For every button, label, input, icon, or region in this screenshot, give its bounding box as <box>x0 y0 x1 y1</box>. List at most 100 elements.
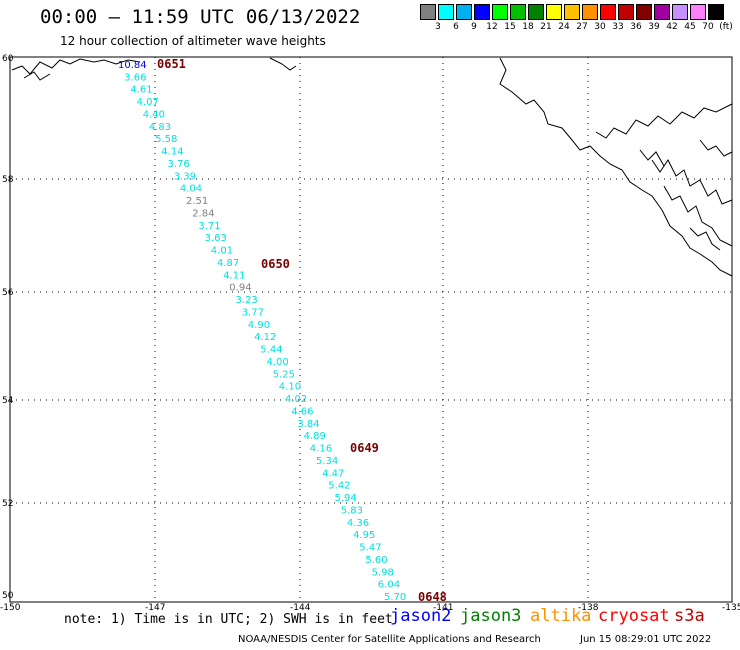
wave-height-label: 2.51 <box>186 196 208 207</box>
wave-height-label: 4.00 <box>267 357 289 368</box>
color-scale-swatch <box>654 4 670 20</box>
wave-height-label: 4.83 <box>149 122 171 133</box>
pass-time-label: 0651 <box>157 57 186 71</box>
color-scale-swatch <box>438 4 454 20</box>
x-tick-label: -138 <box>578 603 599 613</box>
y-tick-label: 52 <box>2 499 13 509</box>
wave-height-label: 4.66 <box>291 406 313 417</box>
wave-height-label: 4.01 <box>211 246 233 257</box>
wave-height-label: 5.34 <box>316 456 338 467</box>
y-tick-label: 54 <box>2 396 14 406</box>
y-tick-label: 56 <box>2 288 14 298</box>
wave-height-label: 3.84 <box>297 419 319 430</box>
wave-height-label: 4.90 <box>248 320 270 331</box>
mission-s3a: s3a <box>674 606 705 626</box>
color-scale-label: 42 <box>666 22 678 32</box>
color-scale-label: 36 <box>630 22 642 32</box>
color-scale-label: 30 <box>594 22 606 32</box>
wave-height-label: 5.94 <box>335 493 357 504</box>
x-tick-label: -144 <box>290 603 311 613</box>
wave-height-label: 5.25 <box>273 369 295 380</box>
page-title: 00:00 — 11:59 UTC 06/13/2022 <box>40 6 361 28</box>
x-tick-label: -135 <box>722 603 740 613</box>
color-scale-label: 45 <box>684 22 696 32</box>
wave-height-label: 4.47 <box>322 468 344 479</box>
color-scale-swatch <box>474 4 490 20</box>
map-frame <box>9 56 733 603</box>
pass-time-label: 0648 <box>418 590 447 604</box>
color-scale-swatch <box>690 4 706 20</box>
color-scale-label: 12 <box>486 22 498 32</box>
pass-time-labels: 0651 0650 0649 0648 <box>157 57 447 604</box>
wave-height-label: 4.14 <box>161 147 183 158</box>
color-scale-label: 15 <box>504 22 516 32</box>
color-scale-swatch <box>510 4 526 20</box>
wave-height-label: 5.70 <box>384 592 406 603</box>
x-tick-label: -147 <box>145 603 165 613</box>
y-tick-label: 58 <box>2 175 14 185</box>
y-tick-label: 60 <box>2 54 14 64</box>
wave-height-label: 4.87 <box>217 258 239 269</box>
color-scale-label: 21 <box>540 22 552 32</box>
wave-height-label: 6.04 <box>378 580 400 591</box>
wave-height-track: 10.843.66 4.614.07 4.404.835.58 4.143.763.3… <box>118 60 406 603</box>
color-scale-label: 3 <box>435 22 441 32</box>
x-tick-label: -141 <box>433 603 453 613</box>
color-scale-label: 70 <box>702 22 714 32</box>
color-scale-label: 39 <box>648 22 660 32</box>
color-scale-swatch <box>492 4 508 20</box>
wave-height-label: 5.58 <box>155 134 177 145</box>
wave-height-label: 4.12 <box>254 332 276 343</box>
wave-height-label: 2.84 <box>192 209 214 220</box>
y-tick-label: 50 <box>2 591 14 601</box>
wave-height-label: 4.04 <box>180 184 202 195</box>
wave-height-label: 4.61 <box>130 85 152 96</box>
page-subtitle: 12 hour collection of altimeter wave hei… <box>60 34 326 48</box>
x-tick-label: -150 <box>0 603 21 613</box>
wave-height-label: 4.36 <box>347 518 369 529</box>
wave-height-label: 4.11 <box>223 270 245 281</box>
wave-height-label: 4.10 <box>279 382 301 393</box>
color-scale-swatch <box>672 4 688 20</box>
wave-height-label: 5.47 <box>359 543 381 554</box>
wave-height-label: 5.60 <box>365 555 387 566</box>
color-scale-swatch <box>420 4 436 20</box>
wave-height-label: 4.40 <box>143 110 165 121</box>
wave-height-label: 4.07 <box>137 97 159 108</box>
color-scale-swatch <box>564 4 580 20</box>
wave-height-label: 5.83 <box>341 505 363 516</box>
color-scale-label: 24 <box>558 22 570 32</box>
alaska-coastline <box>11 57 733 277</box>
mission-jason3: jason3 <box>460 606 522 626</box>
wave-height-label: 4.02 <box>285 394 307 405</box>
wave-height-label: 4.16 <box>310 444 332 455</box>
mission-jason2: jason2 <box>390 606 452 626</box>
color-scale-swatch <box>456 4 472 20</box>
wave-height-label: 5.98 <box>372 567 394 578</box>
color-scale-label: 6 <box>453 22 459 32</box>
wave-height-label: 3.39 <box>174 171 196 182</box>
wave-height-label: 5.42 <box>328 481 350 492</box>
color-scale-label: 9 <box>471 22 477 32</box>
color-scale-label: 18 <box>522 22 534 32</box>
color-scale-swatch <box>528 4 544 20</box>
color-scale-swatch <box>618 4 634 20</box>
pass-time-label: 0650 <box>261 257 290 271</box>
color-scale-swatch <box>708 4 724 20</box>
wave-height-label: 4.95 <box>353 530 375 541</box>
wave-height-label: 3.66 <box>124 72 146 83</box>
mission-cryosat: cryosat <box>598 606 670 626</box>
wave-height-label: 3.71 <box>198 221 220 232</box>
mission-altika: altika <box>530 606 592 626</box>
color-scale-swatch <box>600 4 616 20</box>
wave-height-label: 3.76 <box>168 159 190 170</box>
color-scale-swatch <box>546 4 562 20</box>
wave-height-label: 3.63 <box>205 233 227 244</box>
generated-timestamp: Jun 15 08:29:01 UTC 2022 <box>580 634 712 645</box>
wave-height-label: 4.89 <box>304 431 326 442</box>
y-axis-labels: 60 58 56 54 52 50 <box>2 54 14 601</box>
color-scale-label: 27 <box>576 22 588 32</box>
wave-height-label: 10.84 <box>118 60 147 71</box>
color-scale-label: (ft) <box>719 22 733 32</box>
